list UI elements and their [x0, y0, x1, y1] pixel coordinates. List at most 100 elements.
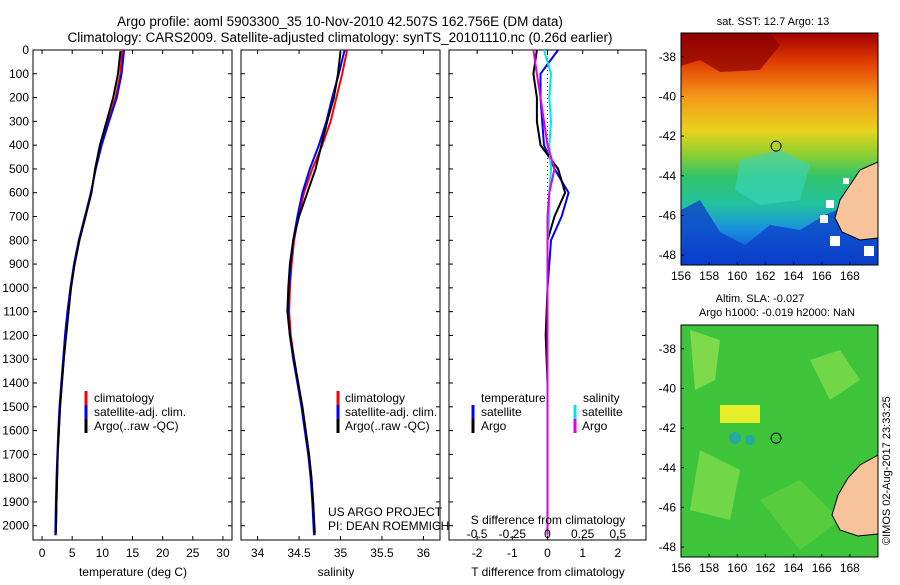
sst-missing-cell — [864, 246, 874, 256]
longitude-tick-label: 158 — [699, 269, 719, 283]
figure-title-line1: Argo profile: aoml 5903300_35 10-Nov-201… — [117, 14, 563, 29]
depth-axis-ticks: 0 100 200 300 400 500 600 700 800 900 1000 1100 1200… — [2, 43, 232, 533]
x-tick-label: 30 — [216, 546, 230, 560]
legend-label-satellite: satellite-adj. clim. — [94, 405, 186, 419]
legend-label-climatology: climatology — [345, 391, 405, 405]
depth-tick-label: 300 — [9, 114, 29, 128]
depth-tick-label: 700 — [9, 210, 29, 224]
legend-label-sal-argo: Argo — [582, 419, 608, 433]
salinity-difference-tick-label: 0 — [544, 527, 551, 541]
depth-tick-label: 900 — [9, 257, 29, 271]
salinity-panel: 34 34.5 35 35.5 36 salinity climatology sate… — [240, 49, 449, 579]
sla-high-patch — [720, 405, 760, 423]
x-tick-label: -1 — [507, 546, 518, 560]
latitude-tick-label: -46 — [659, 500, 677, 514]
latitude-tick-label: -40 — [659, 89, 677, 103]
x-tick-label: 34 — [251, 546, 265, 560]
x-tick-label: 0 — [544, 546, 551, 560]
latitude-tick-label: -46 — [659, 208, 677, 222]
sst-missing-cell — [830, 236, 840, 246]
difference-depth-ticks — [449, 49, 646, 527]
sla-map-title: Altim. SLA: -0.027 — [716, 293, 805, 305]
series-line-argo-raw-qc- — [54, 51, 122, 533]
longitude-tick-label: 162 — [755, 269, 775, 283]
project-annotation: US ARGO PROJECT — [328, 505, 443, 519]
sst-map-title: sat. SST: 12.7 Argo: 13 — [717, 16, 830, 28]
sst-missing-cell — [820, 215, 828, 223]
temperature-legend: climatology satellite-adj. clim. Argo(..… — [84, 391, 186, 433]
sla-low-patch — [745, 435, 755, 445]
legend-label-climatology: climatology — [94, 391, 154, 405]
sst-missing-cell — [843, 178, 849, 184]
new-zealand-landmass — [831, 454, 878, 537]
sst-map-panel: sat. SST: 12.7 Argo: 13 156 158 160 162 164 1… — [659, 16, 879, 283]
temperature-xlabel: temperature (deg C) — [79, 565, 187, 579]
depth-tick-label: 0 — [22, 43, 29, 57]
sla-high-patch — [760, 480, 840, 550]
sst-cold-patch — [681, 200, 878, 265]
temperature-plot-frame — [32, 49, 233, 541]
x-tick-label: -2 — [472, 546, 483, 560]
depth-tick-label: 1800 — [2, 471, 29, 485]
sla-low-patch — [729, 432, 741, 444]
x-tick-label: 5 — [69, 546, 76, 560]
legend-label-satellite: satellite-adj. clim. — [345, 405, 437, 419]
salinity-legend: climatology satellite-adj. clim. Argo(..… — [336, 391, 437, 433]
sla-map-frame — [680, 324, 879, 558]
longitude-tick-label: 160 — [727, 269, 747, 283]
depth-tick-label: 1100 — [3, 305, 29, 319]
x-tick-label: 15 — [126, 546, 140, 560]
x-tick-label: 35.5 — [370, 546, 394, 560]
longitude-tick-label: 162 — [755, 561, 775, 575]
longitude-tick-label: 168 — [840, 561, 860, 575]
latitude-tick-label: -44 — [659, 461, 677, 475]
salinity-plot-frame — [240, 49, 441, 541]
depth-tick-label: 1200 — [2, 328, 29, 342]
latitude-tick-label: -44 — [659, 169, 677, 183]
depth-tick-label: 1400 — [2, 376, 29, 390]
legend-label-argo: Argo(..raw -QC) — [94, 419, 179, 433]
depth-tick-label: 600 — [9, 186, 29, 200]
salinity-xlabel: salinity — [318, 565, 355, 579]
longitude-tick-label: 158 — [699, 561, 719, 575]
temperature-axis-ticks: 0 5 10 15 20 25 30 — [39, 50, 230, 560]
sst-longitude-ticks: 156 158 160 162 164 166 168 — [671, 262, 860, 283]
sst-map-frame — [680, 32, 879, 266]
sla-map-panel: Altim. SLA: -0.027 Argo h1000: -0.019 h2… — [659, 293, 879, 575]
depth-tick-label: 1300 — [2, 352, 29, 366]
latitude-tick-label: -38 — [659, 50, 677, 64]
argo-float-marker — [770, 140, 782, 152]
sla-latitude-ticks: -38 -40 -42 -44 -46 -48 — [659, 342, 684, 554]
sla-high-patch — [690, 450, 740, 520]
sla-high-patch — [810, 350, 860, 400]
sst-missing-cell — [826, 200, 834, 208]
depth-tick-label: 1500 — [2, 400, 29, 414]
longitude-tick-label: 164 — [784, 269, 804, 283]
salinity-axis-ticks: 34 34.5 35 35.5 36 — [251, 50, 430, 560]
x-tick-label: 1 — [579, 546, 586, 560]
longitude-tick-label: 168 — [840, 269, 860, 283]
sst-warm-patch — [681, 33, 780, 72]
depth-tick-label: 400 — [9, 138, 29, 152]
latitude-tick-label: -38 — [659, 342, 677, 356]
x-tick-label: 34.5 — [287, 546, 311, 560]
latitude-tick-label: -48 — [659, 248, 677, 262]
latitude-tick-label: -40 — [659, 381, 677, 395]
depth-tick-label: 2000 — [2, 519, 29, 533]
depth-tick-label: 1700 — [2, 447, 29, 461]
sst-teal-patch — [735, 150, 810, 205]
argo-float-marker — [770, 432, 782, 444]
legend-label-argo: Argo(..raw -QC) — [345, 419, 430, 433]
depth-tick-label: 1000 — [2, 281, 29, 295]
legend-header-temperature: temperature — [481, 391, 546, 405]
sst-latitude-ticks: -38 -40 -42 -44 -46 -48 — [659, 50, 684, 262]
new-zealand-landmass — [834, 161, 878, 241]
longitude-tick-label: 164 — [784, 561, 804, 575]
depth-tick-label: 1900 — [2, 495, 29, 509]
x-tick-label: 25 — [186, 546, 200, 560]
x-tick-label: 2 — [615, 546, 622, 560]
series-line-argo-raw-qc- — [286, 51, 342, 533]
x-tick-label: 0 — [39, 546, 46, 560]
depth-tick-label: 500 — [9, 162, 29, 176]
latitude-tick-label: -48 — [659, 540, 677, 554]
